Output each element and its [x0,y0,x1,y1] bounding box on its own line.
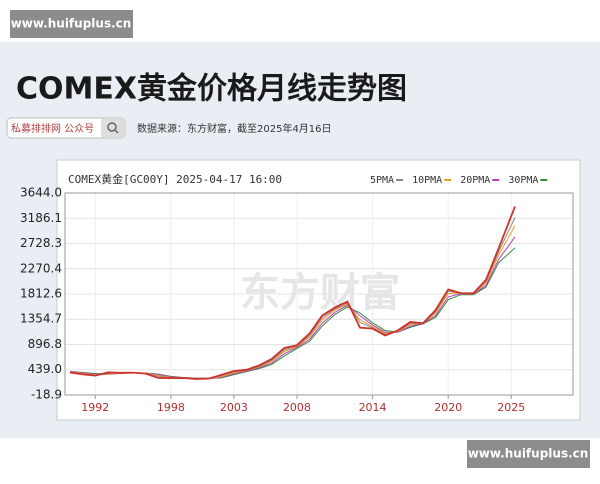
x-tick-label: 1992 [81,401,109,414]
x-tick-label: 1998 [157,401,185,414]
legend-label: 5PMA [370,175,394,186]
legend-label: 30PMA [508,175,538,186]
watermark: www.huifuplus.cn [11,17,132,31]
y-tick-label: 2270.4 [20,261,62,275]
search-text: 私募排排网 公众号 [11,122,94,135]
y-tick-label: 3186.1 [20,211,62,225]
y-tick-label: 439.0 [28,362,62,376]
x-tick-label: 2003 [220,401,248,414]
y-tick-label: 3644.0 [20,186,62,200]
x-tick-label: 2025 [497,401,525,414]
y-tick-label: 2728.3 [20,236,62,250]
plot-frame [64,192,574,396]
source-note: 数据来源：东方财富，截至2025年4月16日 [137,122,332,135]
x-tick-label: 2008 [283,401,311,414]
legend-label: 10PMA [412,175,442,186]
y-tick-label: 896.8 [28,337,62,351]
y-tick-label: -18.9 [31,388,62,402]
search-button[interactable] [101,118,125,138]
search-icon [114,129,119,134]
watermark-box [10,10,133,38]
search-icon [107,122,117,132]
y-tick-label: 1812.6 [20,286,62,300]
chart-title: COMEX黄金[GC00Y] 2025-04-17 16:00 [68,172,282,186]
series-line [69,206,516,380]
y-tick-label: 1354.7 [20,312,62,326]
x-tick-label: 2020 [434,401,462,414]
chart-panel [56,159,581,421]
chart-watermark: 东方财富 [240,270,400,316]
watermark: www.huifuplus.cn [468,447,589,461]
page-title: COMEX黄金价格月线走势图 [16,72,407,107]
legend-label: 20PMA [460,175,490,186]
watermark-box [467,440,590,468]
x-tick-label: 2014 [359,401,387,414]
